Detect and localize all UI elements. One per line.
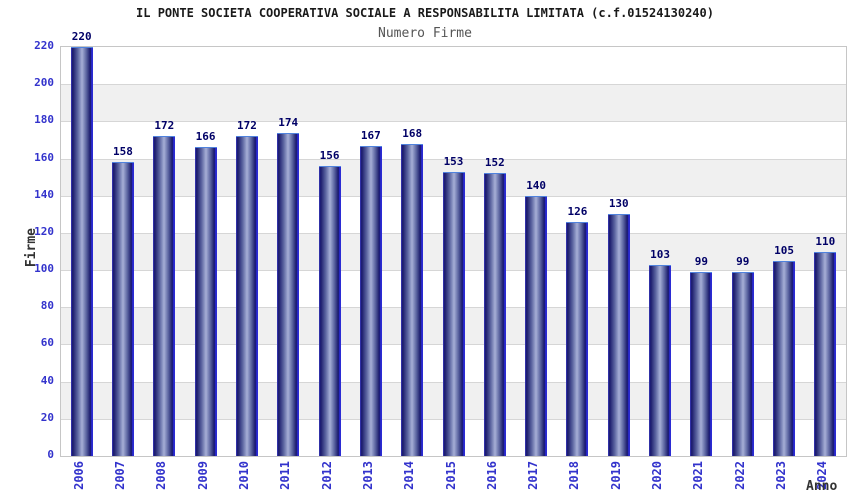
x-tick-label: 2019 xyxy=(608,461,623,490)
bar-value-label: 166 xyxy=(195,130,216,144)
bar xyxy=(731,271,754,456)
bar xyxy=(235,136,258,456)
y-tick-label: 0 xyxy=(47,448,54,461)
x-tick-label: 2015 xyxy=(443,461,458,490)
x-tick-label: 2010 xyxy=(236,461,251,490)
x-axis: 2006 2007 2008 2009 2010 2011 2012 2013 2014 2015… xyxy=(60,461,845,500)
bar-value-label: 172 xyxy=(236,119,257,133)
x-tick-label: 2016 xyxy=(484,461,499,490)
x-tick-label: 2011 xyxy=(278,461,293,490)
gridline xyxy=(61,121,846,123)
bar-value-label: 110 xyxy=(815,234,836,248)
bar xyxy=(566,221,589,456)
bar-value-label: 126 xyxy=(567,204,588,218)
y-tick-label: 80 xyxy=(40,299,54,313)
bar-value-label: 156 xyxy=(319,148,340,162)
bar-value-label: 140 xyxy=(526,178,547,192)
x-tick-label: 2020 xyxy=(650,461,665,490)
bar xyxy=(111,162,134,456)
gridline xyxy=(61,84,846,86)
x-tick-label: 2013 xyxy=(360,461,375,490)
y-axis: 0 20 40 60 80 100 120 140 160 180 200 220 xyxy=(0,39,54,466)
x-tick-label: 2017 xyxy=(526,461,541,490)
bar-value-label: 99 xyxy=(736,254,750,268)
x-tick-label: 2022 xyxy=(732,461,747,490)
y-tick-label: 220 xyxy=(34,39,54,52)
bar xyxy=(318,165,341,456)
bar xyxy=(607,214,630,456)
x-tick-label: 2023 xyxy=(774,461,789,490)
background-band xyxy=(61,84,846,122)
bar-value-label: 174 xyxy=(278,115,299,129)
bar-value-label: 105 xyxy=(774,243,794,257)
bar xyxy=(483,173,506,456)
bar xyxy=(773,260,796,456)
y-tick-label: 20 xyxy=(40,410,54,424)
x-tick-label: 2007 xyxy=(112,461,127,490)
bar xyxy=(70,47,93,456)
bar xyxy=(649,264,672,456)
bar-value-label: 153 xyxy=(443,154,464,168)
bar xyxy=(690,271,713,456)
plot-area: 220 158 172 166 172 174 156 167 168 153 152 140 126 1… xyxy=(60,30,847,457)
chart-subtitle: Numero Firme xyxy=(378,26,472,41)
y-tick-label: 140 xyxy=(34,187,54,201)
bar xyxy=(359,145,382,456)
y-tick-label: 180 xyxy=(34,113,54,127)
x-tick-label: 2018 xyxy=(567,461,582,490)
bar-value-label: 168 xyxy=(402,126,423,140)
bar xyxy=(194,147,217,456)
bar-value-label: 152 xyxy=(484,156,505,170)
x-axis-title: Anno xyxy=(806,479,838,494)
bar-value-label: 103 xyxy=(650,247,671,261)
x-tick-label: 2021 xyxy=(691,461,706,490)
x-tick-label: 2009 xyxy=(195,461,210,490)
y-tick-label: 40 xyxy=(40,373,54,387)
chart-title: IL PONTE SOCIETA COOPERATIVA SOCIALE A R… xyxy=(136,6,714,20)
gridline xyxy=(61,158,846,160)
x-tick-label: 2006 xyxy=(71,461,86,490)
y-tick-label: 160 xyxy=(34,150,54,164)
y-tick-label: 200 xyxy=(34,76,54,90)
y-tick-label: 120 xyxy=(34,224,54,238)
bar-value-label: 220 xyxy=(71,30,92,43)
x-tick-label: 2014 xyxy=(402,461,417,490)
bar xyxy=(814,251,837,456)
x-tick-label: 2008 xyxy=(154,461,169,490)
x-tick-label: 2012 xyxy=(319,461,334,490)
bar xyxy=(442,171,465,456)
bar xyxy=(525,195,548,456)
bar-value-label: 130 xyxy=(608,197,629,211)
y-tick-label: 100 xyxy=(34,262,54,276)
bar xyxy=(153,136,176,456)
y-axis-title: Firme xyxy=(24,228,39,268)
background-band xyxy=(61,121,846,159)
bar xyxy=(401,143,424,456)
background-band xyxy=(61,47,846,85)
bar-value-label: 167 xyxy=(360,128,381,142)
bar xyxy=(277,132,300,456)
bar-value-label: 172 xyxy=(154,119,175,133)
bar-value-label: 158 xyxy=(113,145,133,159)
bar-value-label: 99 xyxy=(694,254,709,268)
y-tick-label: 60 xyxy=(40,336,54,350)
